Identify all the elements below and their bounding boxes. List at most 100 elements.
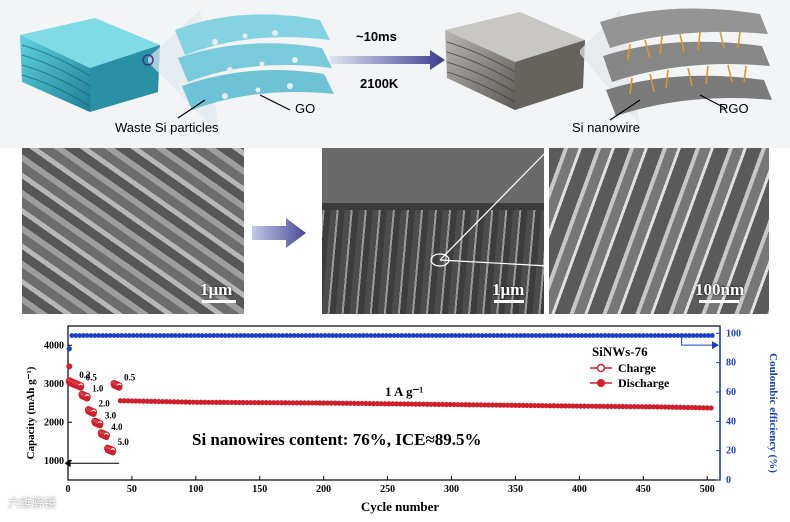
long-cycle-point: [117, 398, 124, 404]
ce-point: [172, 333, 178, 338]
ce-point: [245, 333, 251, 338]
right-axis-arrow-line: [681, 334, 712, 346]
si-nanowire-block: [445, 12, 585, 110]
long-cycle-point: [597, 403, 603, 409]
rate-label: 2.0: [98, 399, 110, 409]
long-cycle-point: [566, 403, 572, 409]
y-left-tick-label: 3000: [44, 379, 64, 390]
long-cycle-point: [604, 403, 611, 409]
long-cycle-point: [225, 399, 231, 406]
long-cycle-point: [179, 399, 185, 405]
legend-discharge-label: Discharge: [618, 376, 670, 390]
long-cycle-point: [209, 399, 216, 405]
long-cycle-point: [294, 400, 300, 406]
long-cycle-point: [562, 403, 568, 409]
discharge-point: [96, 422, 103, 429]
ce-point: [583, 333, 589, 338]
long-cycle-point: [489, 402, 496, 408]
ce-point: [84, 333, 90, 338]
ce-point: [629, 333, 635, 338]
long-cycle-point: [639, 404, 645, 410]
ce-point: [502, 333, 508, 338]
long-cycle-point: [439, 401, 446, 408]
ce-point: [318, 333, 324, 338]
ce-point: [207, 333, 213, 338]
ce-point: [587, 333, 592, 338]
label-waste-si: Waste Si particles: [115, 120, 219, 135]
ce-point: [571, 333, 577, 338]
ce-point: [698, 333, 704, 338]
long-cycle-point: [324, 400, 331, 406]
discharge-point: [84, 395, 91, 402]
ce-point: [606, 333, 612, 338]
y-left-tick-label: 4000: [44, 340, 64, 351]
ce-point: [380, 333, 385, 338]
long-cycle-point: [447, 401, 453, 408]
ce-point: [568, 333, 573, 338]
sem-image-nanowires: 1μm: [322, 148, 544, 314]
ce-point: [330, 333, 336, 338]
ce-point: [429, 333, 435, 338]
ce-point: [422, 333, 428, 338]
ce-point: [196, 333, 201, 338]
pointer-waste-si: [177, 99, 206, 119]
long-cycle-point: [125, 398, 131, 404]
ce-point: [533, 333, 539, 338]
ce-point: [353, 333, 359, 338]
ce-point: [560, 333, 566, 338]
ce-point: [656, 333, 662, 338]
long-cycle-point: [520, 402, 526, 409]
long-cycle-point: [635, 404, 641, 410]
ce-point: [652, 333, 658, 338]
scale-bar-1: [202, 300, 236, 303]
ce-point: [514, 333, 520, 338]
long-cycle-point: [501, 402, 507, 408]
long-cycle-point: [328, 400, 334, 406]
long-cycle-point: [405, 401, 411, 407]
long-cycle-point: [244, 399, 250, 406]
sem-row: 1μm 1μm 100nm: [0, 148, 790, 318]
long-cycle-point: [359, 400, 365, 407]
ce-point: [403, 333, 408, 338]
ce-point: [226, 333, 232, 338]
ce-point: [617, 333, 623, 338]
long-cycle-point: [255, 400, 262, 406]
long-cycle-point: [313, 400, 319, 406]
long-cycle-point: [601, 403, 607, 409]
x-tick-label: 150: [252, 484, 267, 495]
long-cycle-point: [171, 399, 177, 405]
long-cycle-point: [543, 403, 549, 409]
long-cycle-point: [620, 403, 626, 410]
ce-point: [100, 333, 105, 338]
ce-point: [115, 333, 121, 338]
xlabel: Cycle number: [361, 499, 440, 514]
long-cycle-point: [432, 401, 438, 407]
long-cycle-point: [512, 402, 519, 408]
long-cycle-point: [509, 402, 515, 408]
long-cycle-point: [428, 401, 434, 407]
x-tick-label: 400: [572, 484, 587, 495]
long-cycle-point: [248, 399, 254, 406]
ce-point: [157, 333, 163, 338]
long-cycle-point: [466, 402, 473, 408]
ce-point: [709, 333, 715, 338]
annotation-rate: 1 A g⁻¹: [385, 384, 423, 399]
long-cycle-point: [347, 400, 354, 406]
right-axis-arrow-head: [712, 341, 719, 350]
ce-point: [69, 333, 75, 338]
ce-point: [257, 333, 263, 338]
ce-point: [265, 333, 270, 338]
scale-bar-3: [699, 300, 739, 303]
long-cycle-point: [666, 404, 672, 410]
long-cycle-point: [263, 400, 269, 406]
ce-point: [149, 333, 155, 338]
long-cycle-point: [700, 405, 706, 411]
long-cycle-point: [275, 400, 281, 406]
long-cycle-point: [382, 401, 388, 407]
legend-title: SiNWs-76: [592, 344, 648, 359]
ce-point: [184, 333, 190, 338]
ce-point: [495, 333, 500, 338]
ylabel-right: Coulombic efficiency (%): [767, 353, 779, 473]
long-cycle-point: [236, 399, 242, 406]
process-arrow: [330, 50, 445, 70]
